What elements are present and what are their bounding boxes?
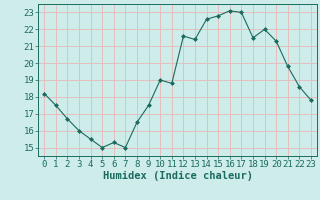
X-axis label: Humidex (Indice chaleur): Humidex (Indice chaleur) [103,171,252,181]
